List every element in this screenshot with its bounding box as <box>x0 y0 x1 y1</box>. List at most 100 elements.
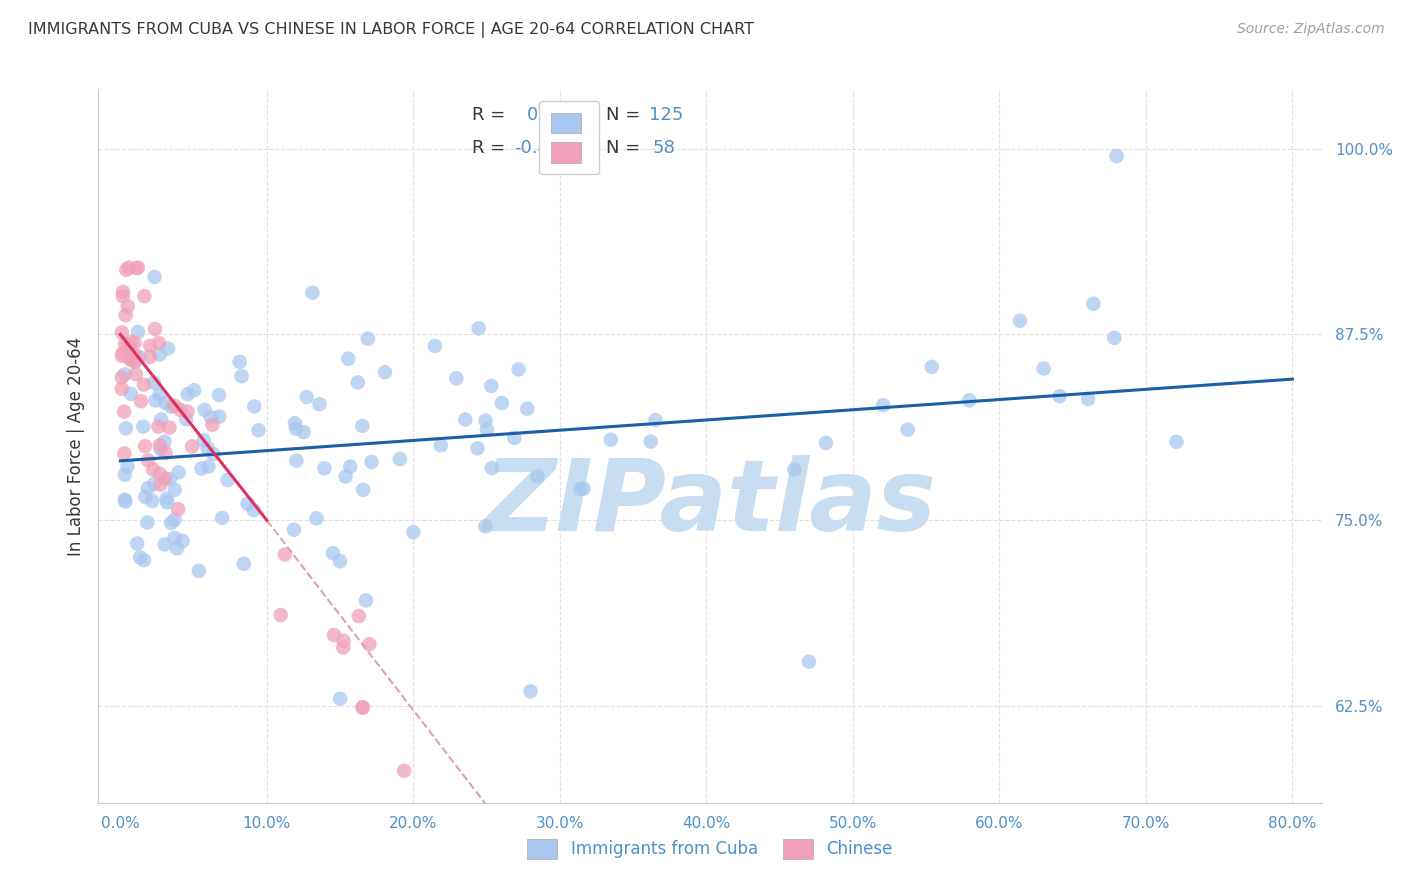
Point <box>143 322 166 336</box>
Text: R =: R = <box>471 105 505 124</box>
Point <box>114 492 136 507</box>
Point <box>111 289 134 303</box>
Point <box>153 471 176 485</box>
Point <box>247 423 270 437</box>
Point <box>149 477 172 491</box>
Point <box>1077 392 1099 406</box>
Point <box>1166 434 1188 449</box>
Point <box>508 362 530 376</box>
Point <box>120 386 142 401</box>
Point <box>274 548 297 562</box>
Point <box>159 420 181 434</box>
Point <box>474 414 496 428</box>
Point <box>124 354 146 368</box>
Point <box>163 513 186 527</box>
Point <box>183 840 205 855</box>
Point <box>208 388 231 402</box>
Point <box>115 421 138 435</box>
Point <box>217 473 239 487</box>
Point <box>231 369 253 384</box>
Text: 0.239: 0.239 <box>526 105 578 124</box>
Point <box>127 260 149 275</box>
Point <box>117 338 139 352</box>
Point <box>120 353 142 368</box>
Point <box>149 467 172 481</box>
Point <box>374 365 396 379</box>
Point <box>339 459 361 474</box>
Point <box>354 593 377 607</box>
Point <box>136 453 159 467</box>
Point <box>127 536 149 550</box>
Point <box>124 354 146 368</box>
Point <box>193 434 215 448</box>
Point <box>305 511 328 525</box>
Point <box>360 455 382 469</box>
Point <box>112 404 135 418</box>
Point <box>163 399 186 413</box>
Point <box>292 425 315 440</box>
Point <box>423 339 446 353</box>
Point <box>474 519 496 533</box>
Point <box>352 419 374 434</box>
Text: R =: R = <box>471 139 505 157</box>
Point <box>127 325 149 339</box>
Point <box>155 396 177 410</box>
Point <box>1083 297 1105 311</box>
Point <box>388 452 411 467</box>
Point <box>114 494 136 508</box>
Point <box>134 289 156 303</box>
Point <box>516 401 538 416</box>
Point <box>166 541 188 556</box>
Point <box>285 453 308 467</box>
Point <box>211 511 233 525</box>
Point <box>176 387 198 401</box>
Point <box>352 700 374 714</box>
Point <box>141 494 163 508</box>
Text: Source: ZipAtlas.com: Source: ZipAtlas.com <box>1237 22 1385 37</box>
Text: N =: N = <box>606 139 640 157</box>
Point <box>149 387 172 401</box>
Point <box>200 410 222 425</box>
Point <box>153 434 176 449</box>
Point <box>329 691 352 706</box>
Point <box>160 400 183 414</box>
Point <box>111 370 134 384</box>
Point <box>599 433 621 447</box>
Text: IMMIGRANTS FROM CUBA VS CHINESE IN LABOR FORCE | AGE 20-64 CORRELATION CHART: IMMIGRANTS FROM CUBA VS CHINESE IN LABOR… <box>28 22 754 38</box>
Point <box>569 482 592 496</box>
Point <box>111 346 134 360</box>
Point <box>1105 149 1128 163</box>
Point <box>149 442 172 456</box>
Point <box>430 438 453 452</box>
Text: N =: N = <box>606 105 640 124</box>
Point <box>117 299 139 313</box>
Point <box>1104 331 1126 345</box>
Point <box>872 398 894 412</box>
Point <box>134 490 156 504</box>
Point <box>479 379 502 393</box>
Point <box>148 348 170 362</box>
Point <box>814 435 837 450</box>
Point <box>352 483 374 497</box>
Point <box>243 400 266 414</box>
Point <box>143 269 166 284</box>
Point <box>284 416 307 430</box>
Point <box>114 467 136 482</box>
Point <box>111 285 134 299</box>
Point <box>136 516 159 530</box>
Point <box>347 609 370 624</box>
Point <box>183 384 205 398</box>
Y-axis label: In Labor Force | Age 20-64: In Labor Force | Age 20-64 <box>66 336 84 556</box>
Point <box>335 469 357 483</box>
Point <box>163 483 186 497</box>
Point <box>491 396 513 410</box>
Point <box>232 557 254 571</box>
Point <box>322 546 344 560</box>
Point <box>187 564 209 578</box>
Point <box>481 461 503 475</box>
Point <box>172 534 194 549</box>
Point <box>148 335 170 350</box>
Point <box>111 382 134 396</box>
Text: -0.452: -0.452 <box>515 139 572 157</box>
Point <box>236 497 259 511</box>
